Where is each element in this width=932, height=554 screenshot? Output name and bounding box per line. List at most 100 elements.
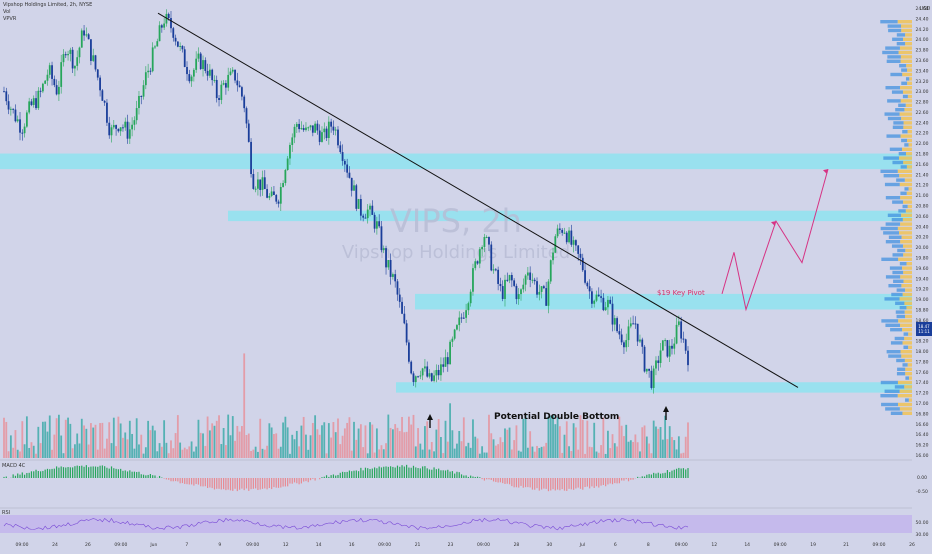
macd-bar [257, 478, 258, 490]
vpvr-bar-yellow [898, 20, 912, 23]
volume-bar [449, 403, 451, 458]
vpvr-bar-blue [896, 310, 905, 313]
macd-bar [175, 478, 176, 481]
macd-bar [86, 465, 87, 478]
vpvr-bar-blue [881, 258, 898, 261]
volume-bar [653, 421, 655, 458]
trendline[interactable] [158, 13, 798, 387]
vpvr-bar-blue [901, 82, 907, 85]
volume-bar [321, 425, 323, 458]
macd-bar [500, 478, 501, 482]
macd-bar [550, 478, 551, 490]
candle-body [69, 50, 71, 54]
macd-bar [683, 468, 684, 478]
vpvr-bar-yellow [905, 288, 912, 291]
volume-bar [232, 416, 234, 458]
macd-bar [568, 478, 569, 489]
resistance-zone [228, 211, 912, 221]
candle-body [317, 124, 319, 131]
volume-bar [614, 443, 616, 458]
candle-body [74, 66, 76, 69]
chart-title[interactable]: Vipshop Holdings Limited, 2h, NYSE [3, 2, 92, 9]
vpvr-bar-yellow [905, 372, 912, 375]
macd-bar [266, 478, 267, 489]
volume-bar [586, 421, 588, 458]
candle-body [509, 275, 511, 280]
macd-bar [628, 478, 629, 481]
vpvr-bar-yellow [903, 90, 912, 93]
candle-body [589, 286, 591, 291]
candle-body [152, 47, 154, 71]
volume-bar [518, 451, 520, 458]
vpvr-bar-yellow [898, 170, 912, 173]
vol-label[interactable]: Vol [3, 9, 10, 16]
macd-bar [223, 478, 224, 489]
vpvr-bar-blue [893, 280, 903, 283]
vpvr-bar-yellow [902, 328, 912, 331]
macd-bar [445, 470, 446, 478]
volume-bar [143, 454, 145, 458]
macd-bar [557, 478, 558, 490]
volume-bar [349, 417, 351, 458]
rsi-label: RSI [2, 510, 10, 516]
candle-body [415, 376, 417, 382]
candle-body [367, 210, 369, 219]
volume-bar [225, 445, 227, 458]
macd-bar [77, 466, 78, 478]
macd-bar [424, 466, 425, 478]
macd-bar [395, 468, 396, 478]
volume-bar [559, 426, 561, 458]
macd-bar [198, 478, 199, 485]
candle-body [56, 85, 58, 94]
volume-bar [495, 446, 497, 458]
macd-bar [230, 478, 231, 490]
volume-bar [15, 430, 17, 458]
vpvr-bar-yellow [903, 126, 912, 129]
vpvr-bar-blue [885, 112, 900, 115]
candle-body [561, 230, 563, 233]
candle-body [268, 196, 270, 198]
macd-bar [42, 471, 43, 478]
vpvr-label[interactable]: VPVR [3, 16, 16, 23]
candle-body [330, 122, 332, 127]
volume-bar [671, 437, 673, 458]
macd-bar [26, 473, 27, 478]
candle-body [35, 98, 37, 108]
candle-body [3, 91, 5, 92]
volume-bar [484, 452, 486, 458]
vpvr-bar-yellow [906, 306, 912, 309]
macd-bar [269, 478, 270, 488]
candle-body [19, 119, 21, 132]
candle-body [262, 177, 264, 190]
macd-bar [152, 475, 153, 478]
vpvr-bar-blue [885, 390, 900, 393]
macd-bar [58, 468, 59, 478]
macd-bar [681, 468, 682, 478]
macd-bar [466, 475, 467, 478]
vpvr-bar-blue [890, 148, 902, 151]
projection-path[interactable] [722, 169, 828, 309]
candle-body [655, 360, 657, 368]
candle-body [101, 90, 103, 100]
vpvr-bar-blue [890, 73, 902, 76]
volume-bar [435, 430, 437, 458]
time-tick-label: 6 [614, 542, 617, 548]
volume-bar [131, 434, 133, 458]
macd-bar [19, 475, 20, 478]
candle-body [653, 369, 655, 388]
macd-bar [237, 478, 238, 491]
volume-bar [387, 415, 389, 458]
candle-body [342, 152, 344, 161]
macd-bar [67, 467, 68, 478]
volume-bar [271, 427, 273, 458]
candle-body [120, 127, 122, 131]
candle-body [12, 109, 14, 110]
vpvr-bar-blue [897, 372, 905, 375]
macd-bar [449, 472, 450, 478]
vpvr-bar-yellow [903, 200, 912, 203]
volume-bar [21, 421, 23, 458]
vpvr-bar-yellow [901, 29, 912, 32]
volume-bar [298, 446, 300, 458]
time-tick-label: 30 [547, 542, 553, 548]
